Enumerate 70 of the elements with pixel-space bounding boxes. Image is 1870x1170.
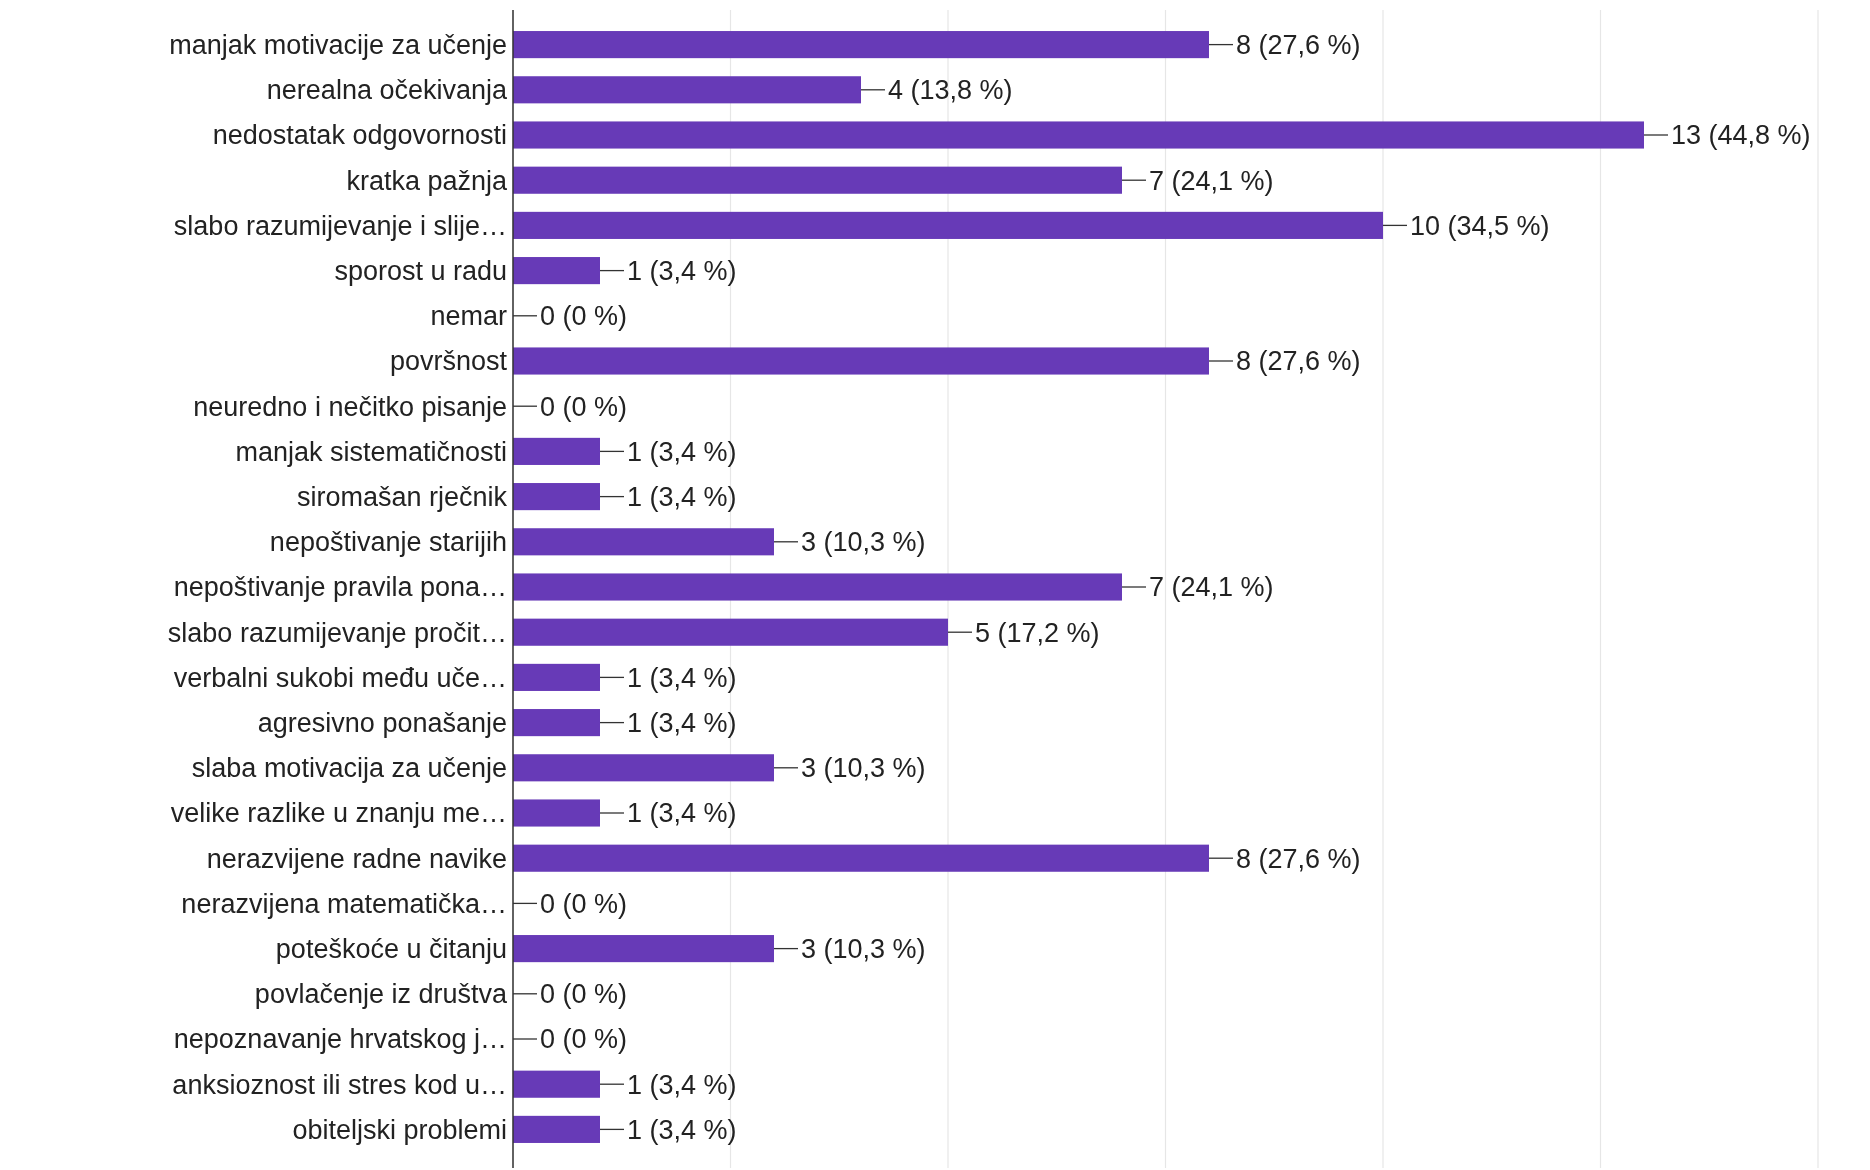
bar — [513, 211, 1383, 239]
data-label: 1 (3,4 %) — [627, 1069, 737, 1100]
y-tick-label: nepoštivanje pravila pona… — [173, 572, 507, 603]
y-tick-label: manjak motivacije za učenje — [169, 30, 507, 61]
bar — [513, 573, 1122, 601]
y-tick-label: velike razlike u znanju me… — [170, 798, 507, 829]
y-tick-label: sporost u radu — [334, 256, 507, 287]
y-tick-label: slabo razumijevanje i slije… — [173, 210, 507, 241]
data-label: 7 (24,1 %) — [1149, 572, 1274, 603]
data-label: 8 (27,6 %) — [1236, 30, 1361, 61]
data-label: 1 (3,4 %) — [627, 1114, 737, 1145]
data-label: 1 (3,4 %) — [627, 436, 737, 467]
bar — [513, 844, 1209, 872]
bar — [513, 121, 1644, 149]
y-tick-label: manjak sistematičnosti — [235, 436, 507, 467]
data-label: 10 (34,5 %) — [1410, 210, 1550, 241]
data-label: 8 (27,6 %) — [1236, 346, 1361, 377]
y-tick-label: nepoštivanje starijih — [269, 527, 507, 558]
bar — [513, 1070, 600, 1098]
bar — [513, 663, 600, 691]
bar — [513, 31, 1209, 59]
y-tick-label: slaba motivacija za učenje — [191, 753, 507, 784]
y-tick-label: nerazvijena matematička… — [181, 888, 507, 919]
bar — [513, 618, 948, 646]
data-label: 3 (10,3 %) — [801, 934, 926, 965]
bar — [513, 1115, 600, 1143]
data-label: 7 (24,1 %) — [1149, 165, 1274, 196]
data-label: 8 (27,6 %) — [1236, 843, 1361, 874]
y-tick-label: kratka pažnja — [346, 165, 508, 196]
y-tick-label: agresivno ponašanje — [257, 708, 507, 739]
data-label: 4 (13,8 %) — [888, 75, 1013, 106]
bar — [513, 347, 1209, 375]
data-label: 5 (17,2 %) — [975, 617, 1100, 648]
data-label: 0 (0 %) — [540, 979, 628, 1010]
bar — [513, 799, 600, 827]
y-tick-label: verbalni sukobi među uče… — [173, 662, 507, 693]
bar — [513, 437, 600, 465]
y-tick-label: obiteljski problemi — [292, 1114, 507, 1145]
data-label: 1 (3,4 %) — [627, 662, 737, 693]
y-tick-label: nemar — [430, 301, 508, 332]
data-label: 1 (3,4 %) — [627, 798, 737, 829]
y-tick-label: povlačenje iz društva — [254, 979, 508, 1010]
bar — [513, 483, 600, 511]
y-tick-label: nerazvijene radne navike — [206, 843, 507, 874]
y-tick-label: neuredno i nečitko pisanje — [193, 391, 507, 422]
y-tick-label: poteškoće u čitanju — [275, 934, 507, 965]
bar — [513, 709, 600, 737]
data-label: 1 (3,4 %) — [627, 256, 737, 287]
data-label: 0 (0 %) — [540, 391, 628, 422]
y-tick-label: površnost — [389, 346, 508, 377]
y-tick-label: anksioznost ili stres kod u… — [172, 1069, 507, 1100]
y-tick-label: nerealna očekivanja — [266, 75, 508, 106]
bar — [513, 935, 774, 963]
data-label: 13 (44,8 %) — [1671, 120, 1811, 151]
bar — [513, 528, 774, 556]
data-label: 0 (0 %) — [540, 888, 628, 919]
bar — [513, 754, 774, 782]
data-label: 1 (3,4 %) — [627, 708, 737, 739]
data-label: 3 (10,3 %) — [801, 527, 926, 558]
data-label: 0 (0 %) — [540, 301, 628, 332]
data-label: 0 (0 %) — [540, 1024, 628, 1055]
data-label: 3 (10,3 %) — [801, 753, 926, 784]
y-tick-label: nedostatak odgovornosti — [212, 120, 507, 151]
bar — [513, 257, 600, 285]
data-label: 1 (3,4 %) — [627, 482, 737, 513]
y-tick-label: siromašan rječnik — [296, 482, 508, 513]
y-tick-label: nepoznavanje hrvatskog j… — [173, 1024, 507, 1055]
bar — [513, 76, 861, 104]
bar — [513, 166, 1122, 194]
y-tick-label: slabo razumijevanje pročit… — [167, 617, 507, 648]
